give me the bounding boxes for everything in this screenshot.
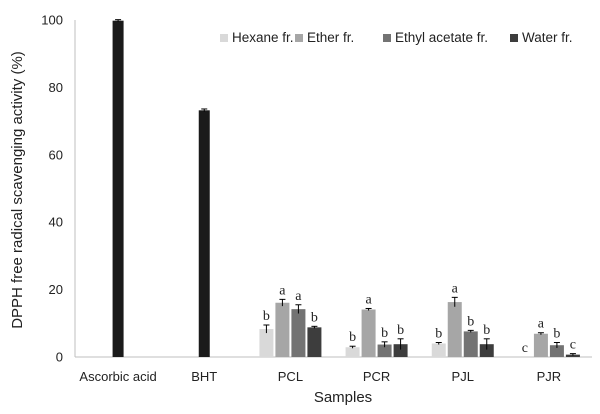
error-bar bbox=[451, 296, 458, 307]
significance-letter: b bbox=[349, 330, 356, 345]
significance-letter: a bbox=[279, 283, 286, 298]
error-bar bbox=[467, 329, 474, 333]
bar-ether-fr-pcl bbox=[275, 302, 290, 357]
significance-letter: b bbox=[311, 310, 318, 325]
legend-swatch bbox=[295, 34, 303, 42]
bar-ethyl-acetate-fr-pcl bbox=[291, 309, 306, 357]
bar-hexane-fr-pcr bbox=[345, 347, 360, 357]
significance-letter: a bbox=[452, 281, 459, 296]
x-tick-label: PCL bbox=[278, 369, 303, 384]
error-bar bbox=[537, 332, 544, 335]
legend: Hexane fr. Ether fr. Ethyl acetate fr. Wate… bbox=[220, 30, 573, 45]
error-bars bbox=[115, 19, 576, 356]
significance-letter: b bbox=[397, 323, 404, 338]
x-tick-label: PJL bbox=[452, 369, 474, 384]
bar-ethyl-acetate-fr-pjr bbox=[549, 345, 564, 357]
bar-ether-fr-pjr bbox=[533, 333, 548, 357]
significance-letter: b bbox=[263, 309, 270, 324]
y-tick-label: 40 bbox=[49, 215, 63, 230]
error-bar bbox=[381, 341, 388, 348]
error-bar bbox=[263, 324, 270, 334]
significance-letter: c bbox=[522, 341, 528, 356]
bar-ethyl-acetate-fr-pcr bbox=[377, 344, 392, 357]
x-axis-title: Samples bbox=[314, 389, 372, 406]
bar-water-fr-pjl bbox=[479, 344, 494, 357]
y-tick-label: 0 bbox=[56, 350, 63, 365]
y-tick-label: 20 bbox=[49, 282, 63, 297]
error-bar bbox=[397, 338, 404, 350]
x-tick-label: PJR bbox=[537, 369, 562, 384]
y-tick-label: 80 bbox=[49, 80, 63, 95]
significance-letter: b bbox=[553, 327, 560, 342]
legend-swatch bbox=[510, 34, 518, 42]
y-tick-label: 60 bbox=[49, 147, 63, 162]
legend-item: Ether fr. bbox=[295, 30, 354, 45]
x-tick-label: PCR bbox=[363, 369, 390, 384]
x-tick-label: Ascorbic acid bbox=[79, 369, 156, 384]
axes bbox=[74, 20, 592, 358]
significance-letter: a bbox=[365, 292, 372, 307]
legend-swatch bbox=[220, 34, 228, 42]
y-tick-label: 100 bbox=[41, 13, 63, 28]
y-axis-title: DPPH free radical scavenging activity (%… bbox=[9, 51, 26, 329]
significance-letter: b bbox=[467, 314, 474, 329]
error-bar-standard bbox=[201, 108, 208, 112]
error-bar bbox=[553, 342, 560, 348]
bar-standard-bht bbox=[198, 110, 210, 357]
legend-item: Water fr. bbox=[510, 30, 573, 45]
error-bar bbox=[435, 342, 442, 345]
error-bar bbox=[311, 325, 318, 329]
legend-item: Ethyl acetate fr. bbox=[383, 30, 488, 45]
significance-letter: a bbox=[295, 289, 302, 304]
legend-label: Ethyl acetate fr. bbox=[395, 30, 488, 45]
significance-letter: b bbox=[483, 323, 490, 338]
x-ticks: Ascorbic acid BHT PCL PCR PJL PJR bbox=[79, 369, 561, 384]
bar-ethyl-acetate-fr-pjl bbox=[463, 331, 478, 357]
significance-letter: c bbox=[570, 338, 576, 353]
error-bar bbox=[295, 304, 302, 314]
bar-hexane-fr-pcl bbox=[259, 329, 274, 357]
bar-standard-ascorbic-acid bbox=[112, 20, 124, 357]
bars bbox=[112, 20, 580, 357]
error-bar bbox=[279, 298, 286, 307]
x-tick-label: BHT bbox=[191, 369, 217, 384]
y-ticks: 0 20 40 60 80 100 bbox=[41, 13, 63, 365]
significance-letter: b bbox=[381, 326, 388, 341]
legend-label: Water fr. bbox=[522, 30, 573, 45]
significance-letter: b bbox=[435, 327, 442, 342]
error-bar bbox=[483, 338, 490, 350]
bar-ether-fr-pcr bbox=[361, 309, 376, 357]
error-bar bbox=[365, 307, 372, 311]
error-bar bbox=[349, 345, 356, 349]
legend-label: Hexane fr. bbox=[232, 30, 294, 45]
legend-label: Ether fr. bbox=[307, 30, 354, 45]
bar-water-fr-pcl bbox=[307, 327, 322, 357]
error-bar bbox=[569, 353, 576, 356]
bar-water-fr-pcr bbox=[393, 344, 408, 357]
significance-letter: a bbox=[538, 317, 545, 332]
bar-ether-fr-pjl bbox=[447, 302, 462, 357]
error-bar-standard bbox=[115, 19, 122, 22]
bar-hexane-fr-pjl bbox=[431, 343, 446, 357]
bar-water-fr-pjr bbox=[565, 354, 580, 357]
legend-item: Hexane fr. bbox=[220, 30, 294, 45]
legend-swatch bbox=[383, 34, 391, 42]
